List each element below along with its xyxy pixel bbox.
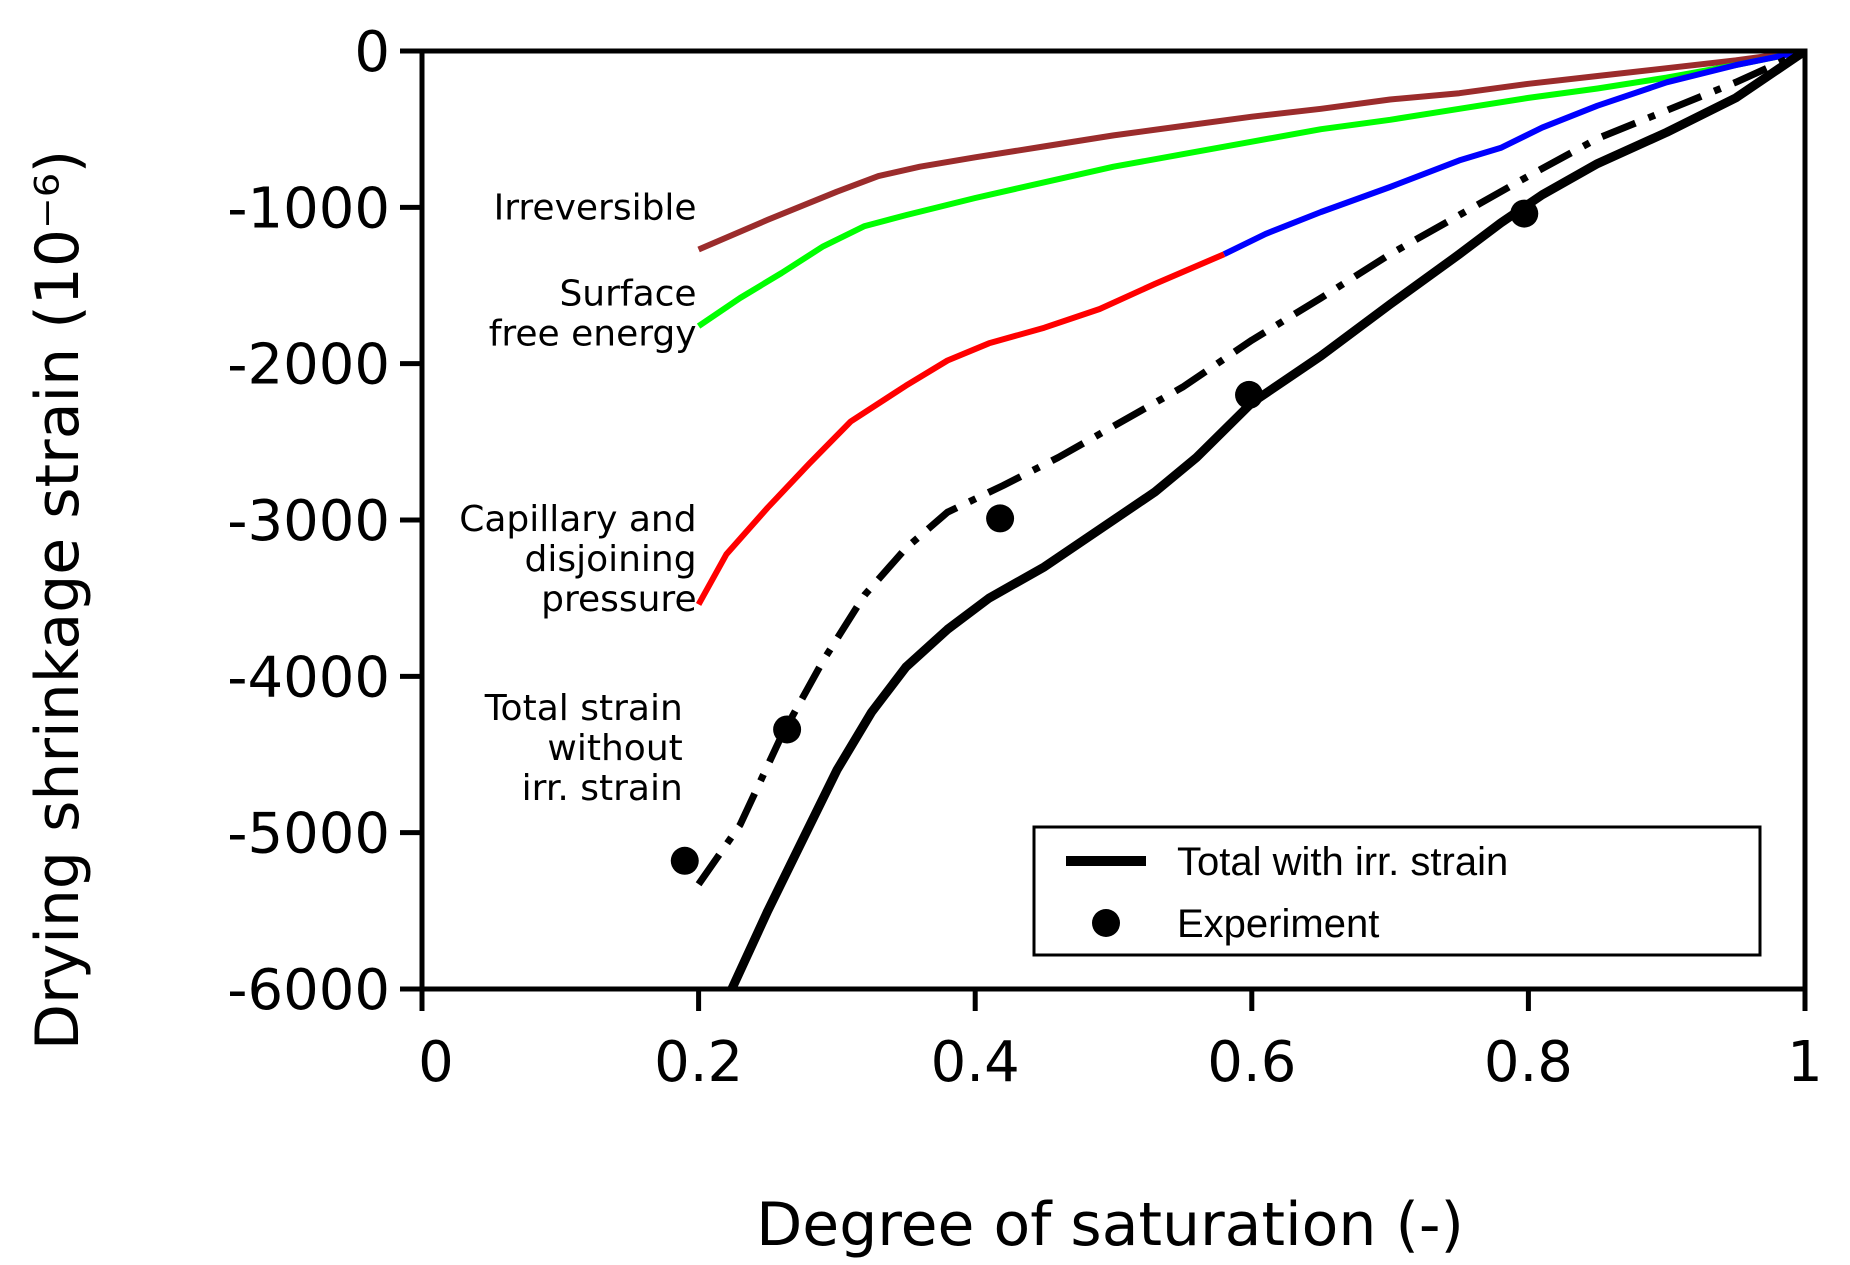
y-tick-label: -5000 <box>227 802 390 867</box>
annotation-text: Total strain <box>484 688 683 729</box>
legend-label: Experiment <box>1177 902 1379 946</box>
y-axis-title: Drying shrinkage strain (10⁻⁶) <box>23 150 93 1050</box>
legend-dot-marker <box>1092 909 1120 937</box>
annotation-text: irr. strain <box>522 768 683 809</box>
experiment-point <box>773 715 802 744</box>
x-tick-label: 0 <box>418 1030 454 1095</box>
experiment-point <box>1510 199 1539 228</box>
plot-area <box>695 51 1805 989</box>
experiment-point <box>1235 380 1264 409</box>
legend: Total with irr. strain Experiment <box>1032 825 1762 957</box>
experiment-point <box>986 504 1015 533</box>
total-strain-without-irr-strain-line <box>695 51 1805 887</box>
y-tick-label: -3000 <box>227 489 390 554</box>
annotation-text: Capillary and <box>459 499 696 540</box>
annotation-text: disjoining <box>524 539 696 580</box>
y-tick-label: -1000 <box>227 176 390 241</box>
x-tick-label: 0.8 <box>1484 1030 1573 1095</box>
capillary-and-disjoining-pressure-line <box>695 251 1226 606</box>
legend-label: Total with irr. strain <box>1177 840 1508 884</box>
annotation-text: pressure <box>541 579 697 620</box>
series-layer <box>670 51 1805 989</box>
annotation-text: free energy <box>489 314 697 355</box>
x-tick-label: 1 <box>1787 1030 1823 1095</box>
x-tick-label: 0.6 <box>1207 1030 1296 1095</box>
experiment-point <box>670 846 699 875</box>
surface-free-energy-line <box>696 51 1805 329</box>
annotation-text: Irreversible <box>494 187 697 228</box>
total-with-irr-strain-line <box>727 51 1805 989</box>
y-tick-label: -2000 <box>227 333 390 398</box>
capillary-and-disjoining-pressure-high-saturation-line <box>1222 51 1805 257</box>
legend-box <box>1032 825 1762 957</box>
y-tick-label: -6000 <box>227 958 390 1023</box>
x-tick-label: 0.2 <box>654 1030 743 1095</box>
x-tick-label: 0.4 <box>931 1030 1020 1095</box>
y-tick-label: -4000 <box>227 645 390 710</box>
annotation-text: without <box>547 728 682 769</box>
annotation-text: Surface <box>559 274 696 315</box>
irreversible-line <box>697 51 1805 253</box>
x-axis-title: Degree of saturation (-) <box>756 1190 1464 1260</box>
axes-layer: 0 0.2 0.4 0.6 0.8 1 0 -1000 -2000 -3000 -4000 -5000… <box>227 20 1823 1095</box>
y-tick-label: 0 <box>354 20 390 85</box>
